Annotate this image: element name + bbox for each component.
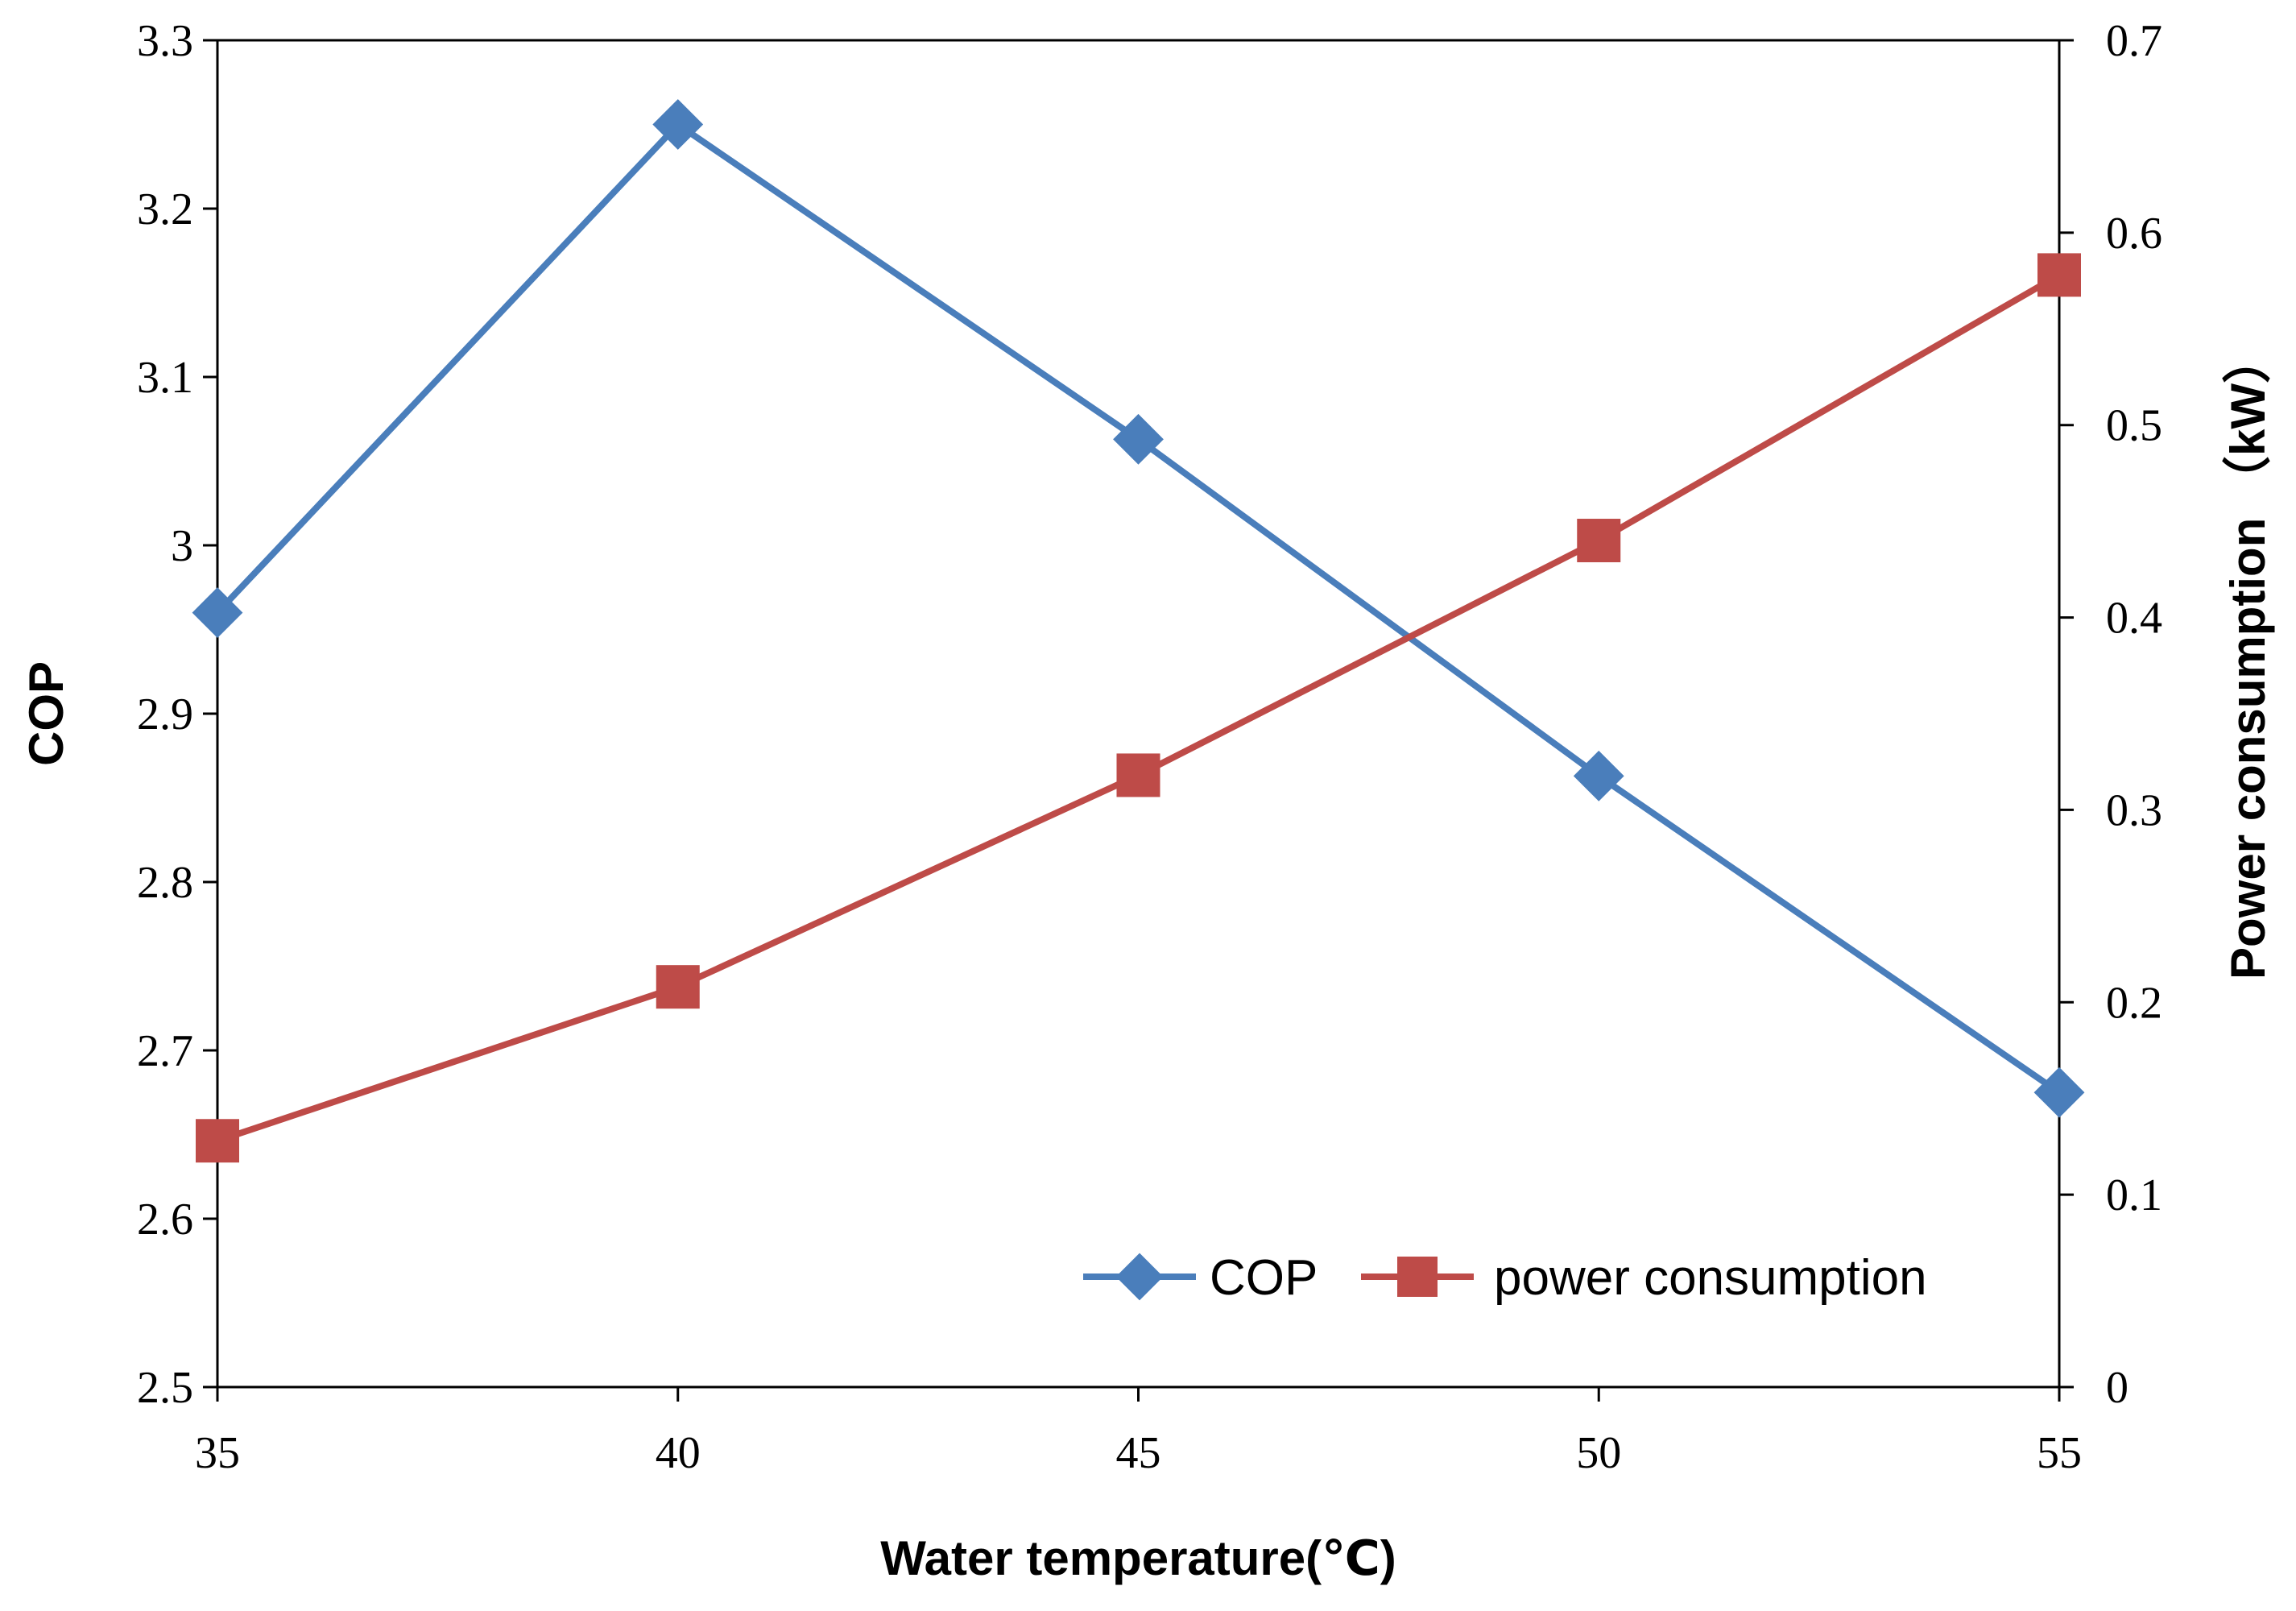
legend-label: COP <box>1210 1250 1318 1306</box>
x-tick-label: 40 <box>656 1428 701 1478</box>
data-point-square <box>196 1119 239 1163</box>
y-left-tick-label: 3.3 <box>137 16 193 66</box>
series-layer <box>192 99 2085 1163</box>
x-tick-label: 35 <box>195 1428 240 1478</box>
series-cop <box>192 99 2085 1118</box>
y-right-tick-label: 0.2 <box>2106 978 2162 1028</box>
x-axis-title: Water temperature(℃) <box>880 1531 1396 1585</box>
y-left-tick-label: 3 <box>171 521 193 571</box>
y-left-tick-label: 3.2 <box>137 184 193 234</box>
series-line <box>215 121 2062 1095</box>
legend-marker-diamond <box>1115 1253 1164 1301</box>
legend-label: power consumption <box>1494 1250 1927 1306</box>
data-point-square <box>1577 519 1621 563</box>
y-axis-right-title: Power consumption （kW） <box>2221 335 2275 979</box>
y-left-tick-label: 3.1 <box>137 353 193 403</box>
legend-item: COP <box>1083 1250 1318 1306</box>
ticks-layer: 2.5 2.6 2.7 2.8 2.9 3 3.1 3.2 3.3 0 0.1 0.2 0.3 0.4 0.… <box>137 16 2162 1478</box>
y-right-tick-label: 0.1 <box>2106 1170 2162 1220</box>
legend-marker-square <box>1397 1257 1438 1297</box>
data-point-diamond <box>652 99 704 150</box>
x-tick-label: 50 <box>1576 1428 1621 1478</box>
legend: COP power consumption <box>1083 1250 1927 1306</box>
data-point-diamond <box>2033 1066 2085 1118</box>
axes-layer <box>216 39 2061 1389</box>
data-point-diamond <box>1573 750 1624 801</box>
y-left-tick-label: 2.5 <box>137 1363 193 1413</box>
series-power-consumption <box>196 253 2081 1163</box>
y-left-tick-label: 2.7 <box>137 1026 193 1076</box>
data-point-diamond <box>1113 413 1164 465</box>
y-left-tick-label: 2.9 <box>137 690 193 739</box>
data-point-diamond <box>192 587 243 639</box>
y-axis-left-title: COP <box>19 661 73 766</box>
series-line <box>216 271 2061 1145</box>
y-right-tick-label: 0.5 <box>2106 401 2162 451</box>
x-tick-label: 55 <box>2037 1428 2082 1478</box>
data-point-square <box>2037 253 2081 297</box>
y-right-tick-label: 0.4 <box>2106 594 2162 644</box>
y-left-tick-label: 2.8 <box>137 858 193 908</box>
legend-item: power consumption <box>1361 1250 1927 1306</box>
x-tick-label: 45 <box>1116 1428 1161 1478</box>
y-right-tick-label: 0.3 <box>2106 785 2162 835</box>
data-point-square <box>1116 753 1160 797</box>
plot-frame <box>216 39 2061 1389</box>
y-left-tick-label: 2.6 <box>137 1195 193 1244</box>
data-point-square <box>656 965 700 1009</box>
y-right-tick-label: 0.7 <box>2106 16 2162 66</box>
y-right-tick-label: 0 <box>2106 1363 2128 1413</box>
y-right-tick-label: 0.6 <box>2106 209 2162 259</box>
